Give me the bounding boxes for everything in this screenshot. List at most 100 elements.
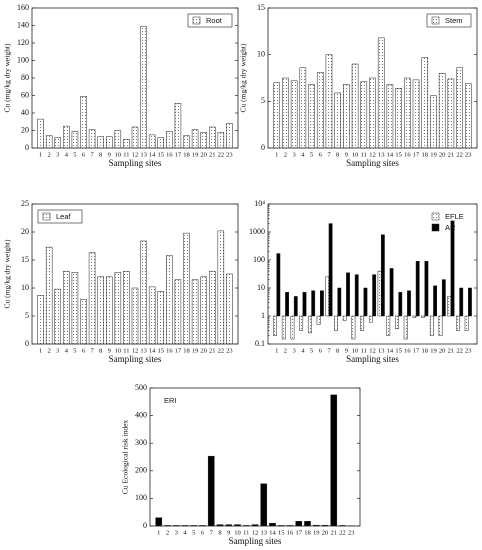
y-tick-label: 0.1	[255, 339, 265, 348]
x-tick-label: 8	[218, 529, 221, 536]
x-tick-label: 12	[132, 347, 139, 354]
y-tick-label: 1	[261, 311, 265, 320]
bar	[380, 234, 385, 317]
x-tick-label: 4	[65, 347, 69, 354]
legend-swatch-hatch	[432, 17, 439, 24]
bar-hatch	[123, 139, 130, 148]
x-tick-label: 17	[413, 347, 420, 354]
x-tick-label: 1	[275, 151, 278, 158]
bar-hatch	[226, 274, 233, 344]
bar-hatch	[200, 276, 207, 344]
x-tick-label: 18	[183, 151, 190, 158]
x-tick-label: 6	[82, 347, 86, 354]
y-tick-label: 100	[135, 493, 147, 502]
y-tick-label: 5	[25, 311, 29, 320]
bar-hatch	[273, 82, 280, 148]
bar-hatch	[395, 316, 399, 329]
bar	[398, 292, 403, 317]
x-tick-label: 18	[422, 347, 429, 354]
bar-hatch	[106, 276, 113, 344]
x-tick-label: 10	[234, 529, 241, 536]
x-tick-label: 12	[252, 529, 259, 536]
x-tick-label: 7	[327, 151, 331, 158]
bar-hatch	[290, 316, 295, 340]
bar-hatch	[200, 132, 207, 148]
bar-hatch	[334, 316, 338, 331]
x-tick-label: 1	[275, 347, 278, 354]
y-tick-label: 10⁴	[254, 199, 265, 208]
y-axis-label: Cu (mg/kg dry weight)	[3, 43, 12, 112]
bar-hatch	[192, 129, 199, 148]
bar-hatch	[226, 123, 233, 148]
x-tick-label: 13	[378, 347, 385, 354]
x-tick-label: 11	[123, 151, 129, 158]
x-tick-label: 9	[108, 151, 111, 158]
x-tick-label: 19	[430, 151, 437, 158]
bar-hatch	[63, 126, 70, 148]
x-tick-label: 13	[261, 529, 268, 536]
bar-hatch	[123, 271, 130, 344]
x-tick-label: 11	[123, 347, 129, 354]
plot-frame	[267, 203, 478, 345]
x-tick-label: 12	[369, 347, 376, 354]
x-tick-label: 18	[304, 529, 311, 536]
bar-hatch	[149, 286, 156, 344]
legend-swatch	[431, 223, 440, 232]
bar-hatch	[80, 299, 87, 344]
x-tick-label: 14	[387, 151, 394, 158]
bar	[363, 287, 368, 317]
bar	[285, 292, 289, 317]
bar	[407, 290, 411, 317]
bar-hatch	[166, 131, 173, 148]
bar-hatch	[421, 57, 428, 148]
x-tick-label: 20	[439, 151, 446, 158]
bar-hatch	[63, 271, 70, 344]
y-axis-label: Cu Ecological risk index	[121, 420, 130, 495]
bar-hatch	[140, 26, 147, 148]
bar-hatch	[404, 78, 411, 148]
bar-hatch	[360, 81, 367, 148]
y-tick-label: 200	[135, 466, 147, 475]
bar-hatch	[360, 316, 364, 331]
bar-hatch	[378, 37, 385, 148]
plot-frame	[149, 387, 361, 527]
bar-hatch	[183, 233, 190, 344]
y-tick-label: 0	[25, 143, 29, 152]
x-tick-label: 4	[183, 529, 187, 536]
x-tick-label: 16	[166, 347, 173, 354]
x-tick-label: 4	[301, 151, 305, 158]
bar-hatch	[299, 316, 303, 331]
x-tick-label: 21	[448, 347, 455, 354]
y-tick-label: 400	[135, 410, 147, 419]
x-tick-label: 10	[352, 151, 359, 158]
bar-hatch	[317, 72, 324, 148]
bar-hatch	[291, 80, 298, 148]
bar-hatch	[447, 296, 451, 316]
y-tick-label: 60	[21, 90, 29, 99]
bar	[207, 455, 215, 527]
x-tick-label: 10	[352, 347, 359, 354]
x-tick-label: 5	[73, 151, 76, 158]
bar-hatch	[456, 67, 463, 148]
x-axis-label: Sampling sites	[109, 158, 162, 168]
x-tick-label: 22	[339, 529, 346, 536]
bar-hatch	[71, 131, 78, 148]
x-tick-label: 22	[456, 347, 463, 354]
bar-hatch	[114, 130, 121, 148]
x-tick-label: 17	[413, 151, 420, 158]
y-tick-label: 0	[143, 521, 147, 530]
bar-hatch	[166, 255, 173, 344]
x-tick-label: 20	[200, 151, 207, 158]
bar-hatch	[54, 289, 61, 344]
x-tick-label: 9	[227, 529, 230, 536]
bar-hatch	[325, 276, 329, 316]
x-tick-label: 16	[287, 529, 294, 536]
x-tick-label: 2	[284, 151, 287, 158]
bar	[320, 290, 324, 317]
x-tick-label: 13	[140, 151, 147, 158]
bar-hatch	[386, 84, 393, 148]
x-tick-label: 10	[115, 151, 122, 158]
bar-hatch	[114, 272, 121, 344]
x-tick-label: 7	[90, 347, 94, 354]
